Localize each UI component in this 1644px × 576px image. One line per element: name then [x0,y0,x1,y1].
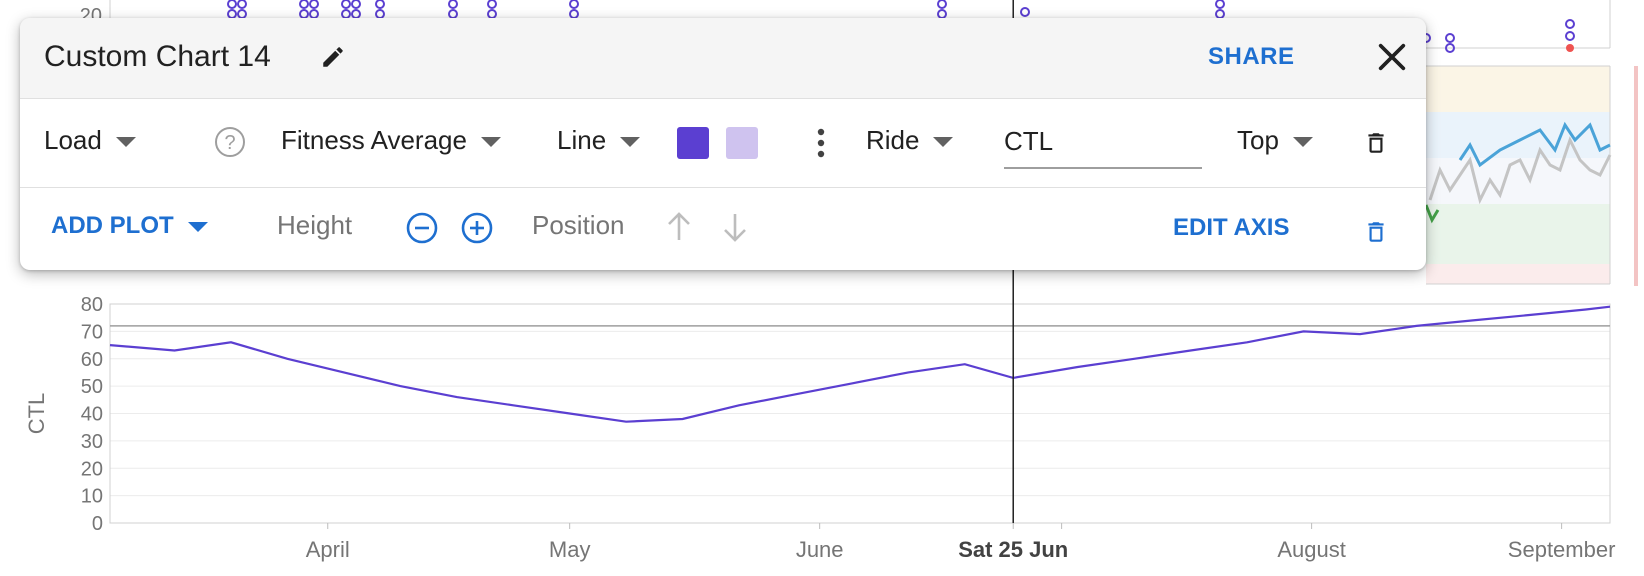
ctl-series-line [109,305,1611,423]
add-plot-label: ADD PLOT [51,212,174,239]
decrease-height-icon[interactable] [405,211,439,245]
edit-title-icon[interactable] [320,44,346,70]
y-tick-label: 10 [81,486,103,508]
plot-frame [109,303,1611,524]
x-tick-label: September [1508,537,1616,562]
chevron-down-icon [620,137,641,148]
chevron-down-icon [933,137,954,148]
axis-position-label: Top [1237,125,1279,155]
panel-header: Custom Chart 14 SHARE [20,18,1426,99]
close-icon[interactable] [1375,40,1409,74]
delete-plot-icon[interactable] [1363,129,1389,157]
y-tick-label: 30 [81,431,103,453]
y-axis-label: CTL [24,393,49,435]
increase-height-icon[interactable] [460,211,494,245]
y-tick-label: 50 [81,376,103,398]
add-plot-button[interactable]: ADD PLOT [51,212,208,240]
chevron-down-icon [115,137,136,148]
chevron-down-icon [187,221,208,232]
x-tick-label: June [796,537,844,562]
move-up-icon[interactable] [664,210,694,244]
axis-position-select[interactable]: Top [1237,125,1313,156]
more-vert-icon[interactable] [816,127,826,159]
x-tick-label: May [549,537,591,562]
x-tick-label: April [306,537,350,562]
sport-select-label: Ride [866,125,920,155]
chevron-down-icon [480,137,501,148]
secondary-color-swatch[interactable] [726,127,758,159]
svg-text:?: ? [224,132,235,154]
type-select[interactable]: Load [44,125,136,156]
y-tick-label: 20 [81,458,103,480]
delete-chart-icon[interactable] [1363,218,1389,246]
measure-select-label: Fitness Average [281,125,467,155]
y-tick-label: 80 [81,294,103,316]
move-down-icon[interactable] [720,210,750,244]
edit-axis-button[interactable]: EDIT AXIS [1173,214,1290,241]
height-label: Height [277,210,353,240]
y-tick-label: 0 [92,513,103,535]
custom-chart-panel: Custom Chart 14 SHARE Load ? Fitness Ave… [20,18,1426,270]
cursor-date-label: Sat 25 Jun [958,537,1068,562]
x-tick-label: August [1277,537,1346,562]
y-tick-label: 40 [81,404,103,426]
plot-name-input[interactable] [1004,115,1202,169]
measure-select[interactable]: Fitness Average [281,125,501,156]
primary-color-swatch[interactable] [677,127,709,159]
chart-type-select[interactable]: Line [557,125,641,156]
chevron-down-icon [1292,137,1313,148]
plot-actions-row: ADD PLOT Height Position EDIT AXIS [20,188,1426,270]
chart-title: Custom Chart 14 [44,40,271,73]
y-tick-label: 70 [81,321,103,343]
type-select-label: Load [44,125,102,155]
help-icon[interactable]: ? [214,126,246,158]
position-label: Position [532,210,625,240]
share-button[interactable]: SHARE [1208,43,1295,70]
y-tick-label: 60 [81,349,103,371]
plot-config-row: Load ? Fitness Average Line Ride Top [20,99,1426,188]
sport-select[interactable]: Ride [866,125,954,156]
middle-chart-remnant [1424,65,1638,286]
chart-type-select-label: Line [557,125,607,155]
